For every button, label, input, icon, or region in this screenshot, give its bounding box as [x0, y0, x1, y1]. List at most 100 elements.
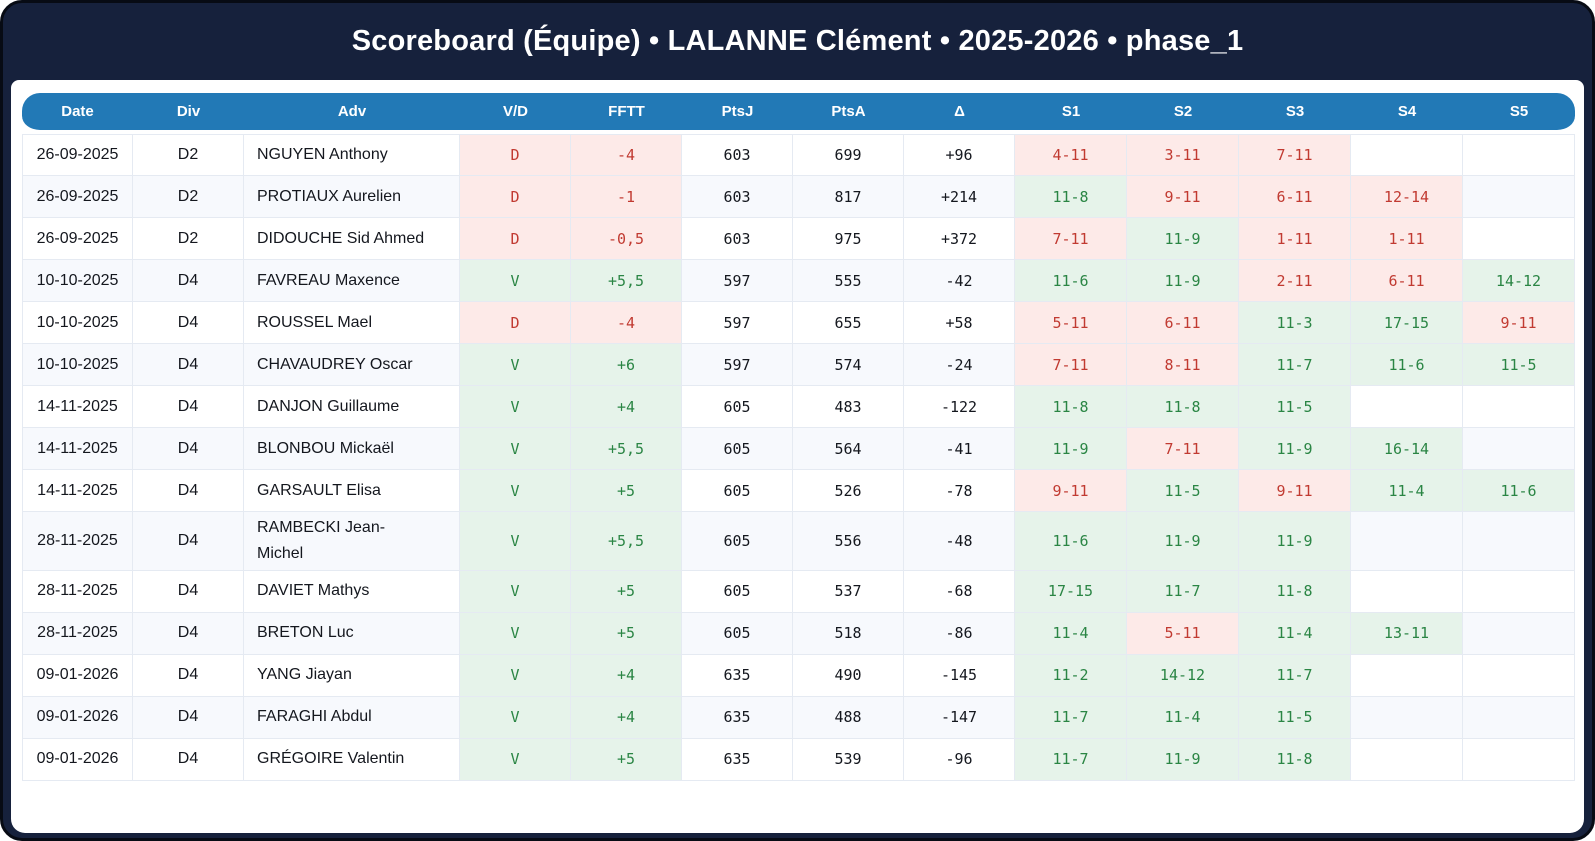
column-header-vd: V/D [460, 93, 571, 134]
cell-s4 [1351, 570, 1463, 613]
table-row: 10-10-2025 D4 ROUSSEL Mael D -4 597 655 +58 5-11… [22, 302, 1575, 344]
cell-vd: D [460, 302, 571, 344]
cell-s3: 11-7 [1239, 344, 1351, 386]
cell-fftt: +5,5 [571, 512, 682, 571]
cell-adv: FAVREAU Maxence [244, 260, 460, 302]
cell-ptsa: 483 [793, 386, 904, 428]
cell-s4: 1-11 [1351, 218, 1463, 260]
opponent-name: NGUYEN Anthony [257, 146, 388, 164]
cell-div: D4 [133, 428, 244, 470]
table-row: 10-10-2025 D4 FAVREAU Maxence V +5,5 597 555 -4… [22, 260, 1575, 302]
cell-delta: -41 [904, 428, 1015, 470]
cell-s1: 7-11 [1015, 218, 1127, 260]
cell-vd: V [460, 654, 571, 697]
table-row: 09-01-2026 D4 GRÉGOIRE Valentin V +5 635 539 -9… [22, 738, 1575, 781]
cell-date: 09-01-2026 [22, 654, 133, 697]
cell-s3: 11-9 [1239, 512, 1351, 571]
cell-s2: 11-7 [1127, 570, 1239, 613]
cell-s1: 4-11 [1015, 134, 1127, 176]
table-row: 26-09-2025 D2 NGUYEN Anthony D -4 603 699 +96 4-… [22, 134, 1575, 176]
cell-s2: 11-4 [1127, 696, 1239, 739]
cell-ptsj: 603 [682, 134, 793, 176]
cell-s1: 11-4 [1015, 612, 1127, 655]
cell-s2: 11-5 [1127, 470, 1239, 512]
cell-div: D4 [133, 260, 244, 302]
cell-fftt: +6 [571, 344, 682, 386]
cell-s1: 11-9 [1015, 428, 1127, 470]
cell-date: 14-11-2025 [22, 470, 133, 512]
cell-adv: YANG Jiayan [244, 654, 460, 697]
cell-ptsj: 605 [682, 386, 793, 428]
opponent-name: YANG Jiayan [257, 666, 352, 684]
cell-s1: 7-11 [1015, 344, 1127, 386]
cell-s2: 11-9 [1127, 218, 1239, 260]
table-row: 14-11-2025 D4 GARSAULT Elisa V +5 605 526 -78 9-… [22, 470, 1575, 512]
cell-s2: 5-11 [1127, 612, 1239, 655]
cell-s3: 11-4 [1239, 612, 1351, 655]
cell-adv: GRÉGOIRE Valentin [244, 738, 460, 781]
column-header-div: Div [133, 93, 244, 134]
cell-fftt: -0,5 [571, 218, 682, 260]
cell-ptsj: 605 [682, 428, 793, 470]
cell-ptsj: 605 [682, 570, 793, 613]
cell-delta: -42 [904, 260, 1015, 302]
cell-date: 26-09-2025 [22, 218, 133, 260]
cell-s3: 6-11 [1239, 176, 1351, 218]
cell-vd: V [460, 428, 571, 470]
cell-fftt: +5 [571, 470, 682, 512]
cell-date: 14-11-2025 [22, 386, 133, 428]
column-header-s5: S5 [1463, 93, 1575, 134]
cell-div: D4 [133, 696, 244, 739]
table-row: 14-11-2025 D4 DANJON Guillaume V +4 605 483 -12… [22, 386, 1575, 428]
cell-div: D4 [133, 654, 244, 697]
cell-div: D4 [133, 302, 244, 344]
cell-s4: 13-11 [1351, 612, 1463, 655]
cell-date: 09-01-2026 [22, 696, 133, 739]
cell-adv: GARSAULT Elisa [244, 470, 460, 512]
cell-vd: V [460, 386, 571, 428]
cell-s2: 11-8 [1127, 386, 1239, 428]
cell-s1: 11-6 [1015, 260, 1127, 302]
cell-vd: V [460, 696, 571, 739]
cell-adv: BRETON Luc [244, 612, 460, 655]
column-header-s4: S4 [1351, 93, 1463, 134]
cell-fftt: +5 [571, 570, 682, 613]
cell-date: 26-09-2025 [22, 134, 133, 176]
cell-ptsa: 537 [793, 570, 904, 613]
cell-ptsa: 655 [793, 302, 904, 344]
column-header-delta: Δ [904, 93, 1015, 134]
cell-vd: V [460, 738, 571, 781]
opponent-name: DANJON Guillaume [257, 397, 400, 415]
cell-s1: 17-15 [1015, 570, 1127, 613]
cell-delta: +372 [904, 218, 1015, 260]
opponent-name: BRETON Luc [257, 624, 354, 642]
cell-adv: NGUYEN Anthony [244, 134, 460, 176]
cell-s5 [1463, 428, 1575, 470]
cell-s1: 11-2 [1015, 654, 1127, 697]
cell-fftt: +5,5 [571, 428, 682, 470]
cell-adv: DANJON Guillaume [244, 386, 460, 428]
cell-s3: 11-5 [1239, 386, 1351, 428]
cell-vd: V [460, 470, 571, 512]
cell-ptsj: 605 [682, 470, 793, 512]
cell-adv: RAMBECKI Jean-Michel [244, 512, 460, 571]
cell-s4: 6-11 [1351, 260, 1463, 302]
cell-ptsa: 526 [793, 470, 904, 512]
cell-delta: +96 [904, 134, 1015, 176]
cell-s2: 8-11 [1127, 344, 1239, 386]
cell-s2: 11-9 [1127, 260, 1239, 302]
cell-s1: 11-6 [1015, 512, 1127, 571]
cell-adv: CHAVAUDREY Oscar [244, 344, 460, 386]
cell-s4 [1351, 512, 1463, 571]
cell-delta: -86 [904, 612, 1015, 655]
cell-fftt: +5 [571, 738, 682, 781]
cell-s1: 11-7 [1015, 696, 1127, 739]
table-row: 09-01-2026 D4 FARAGHI Abdul V +4 635 488 -147 11… [22, 696, 1575, 739]
table-row: 26-09-2025 D2 DIDOUCHE Sid Ahmed D -0,5 603 97… [22, 218, 1575, 260]
cell-div: D2 [133, 134, 244, 176]
opponent-name: BLONBOU Mickaël [257, 439, 394, 457]
cell-ptsa: 556 [793, 512, 904, 571]
cell-s2: 6-11 [1127, 302, 1239, 344]
cell-vd: D [460, 176, 571, 218]
